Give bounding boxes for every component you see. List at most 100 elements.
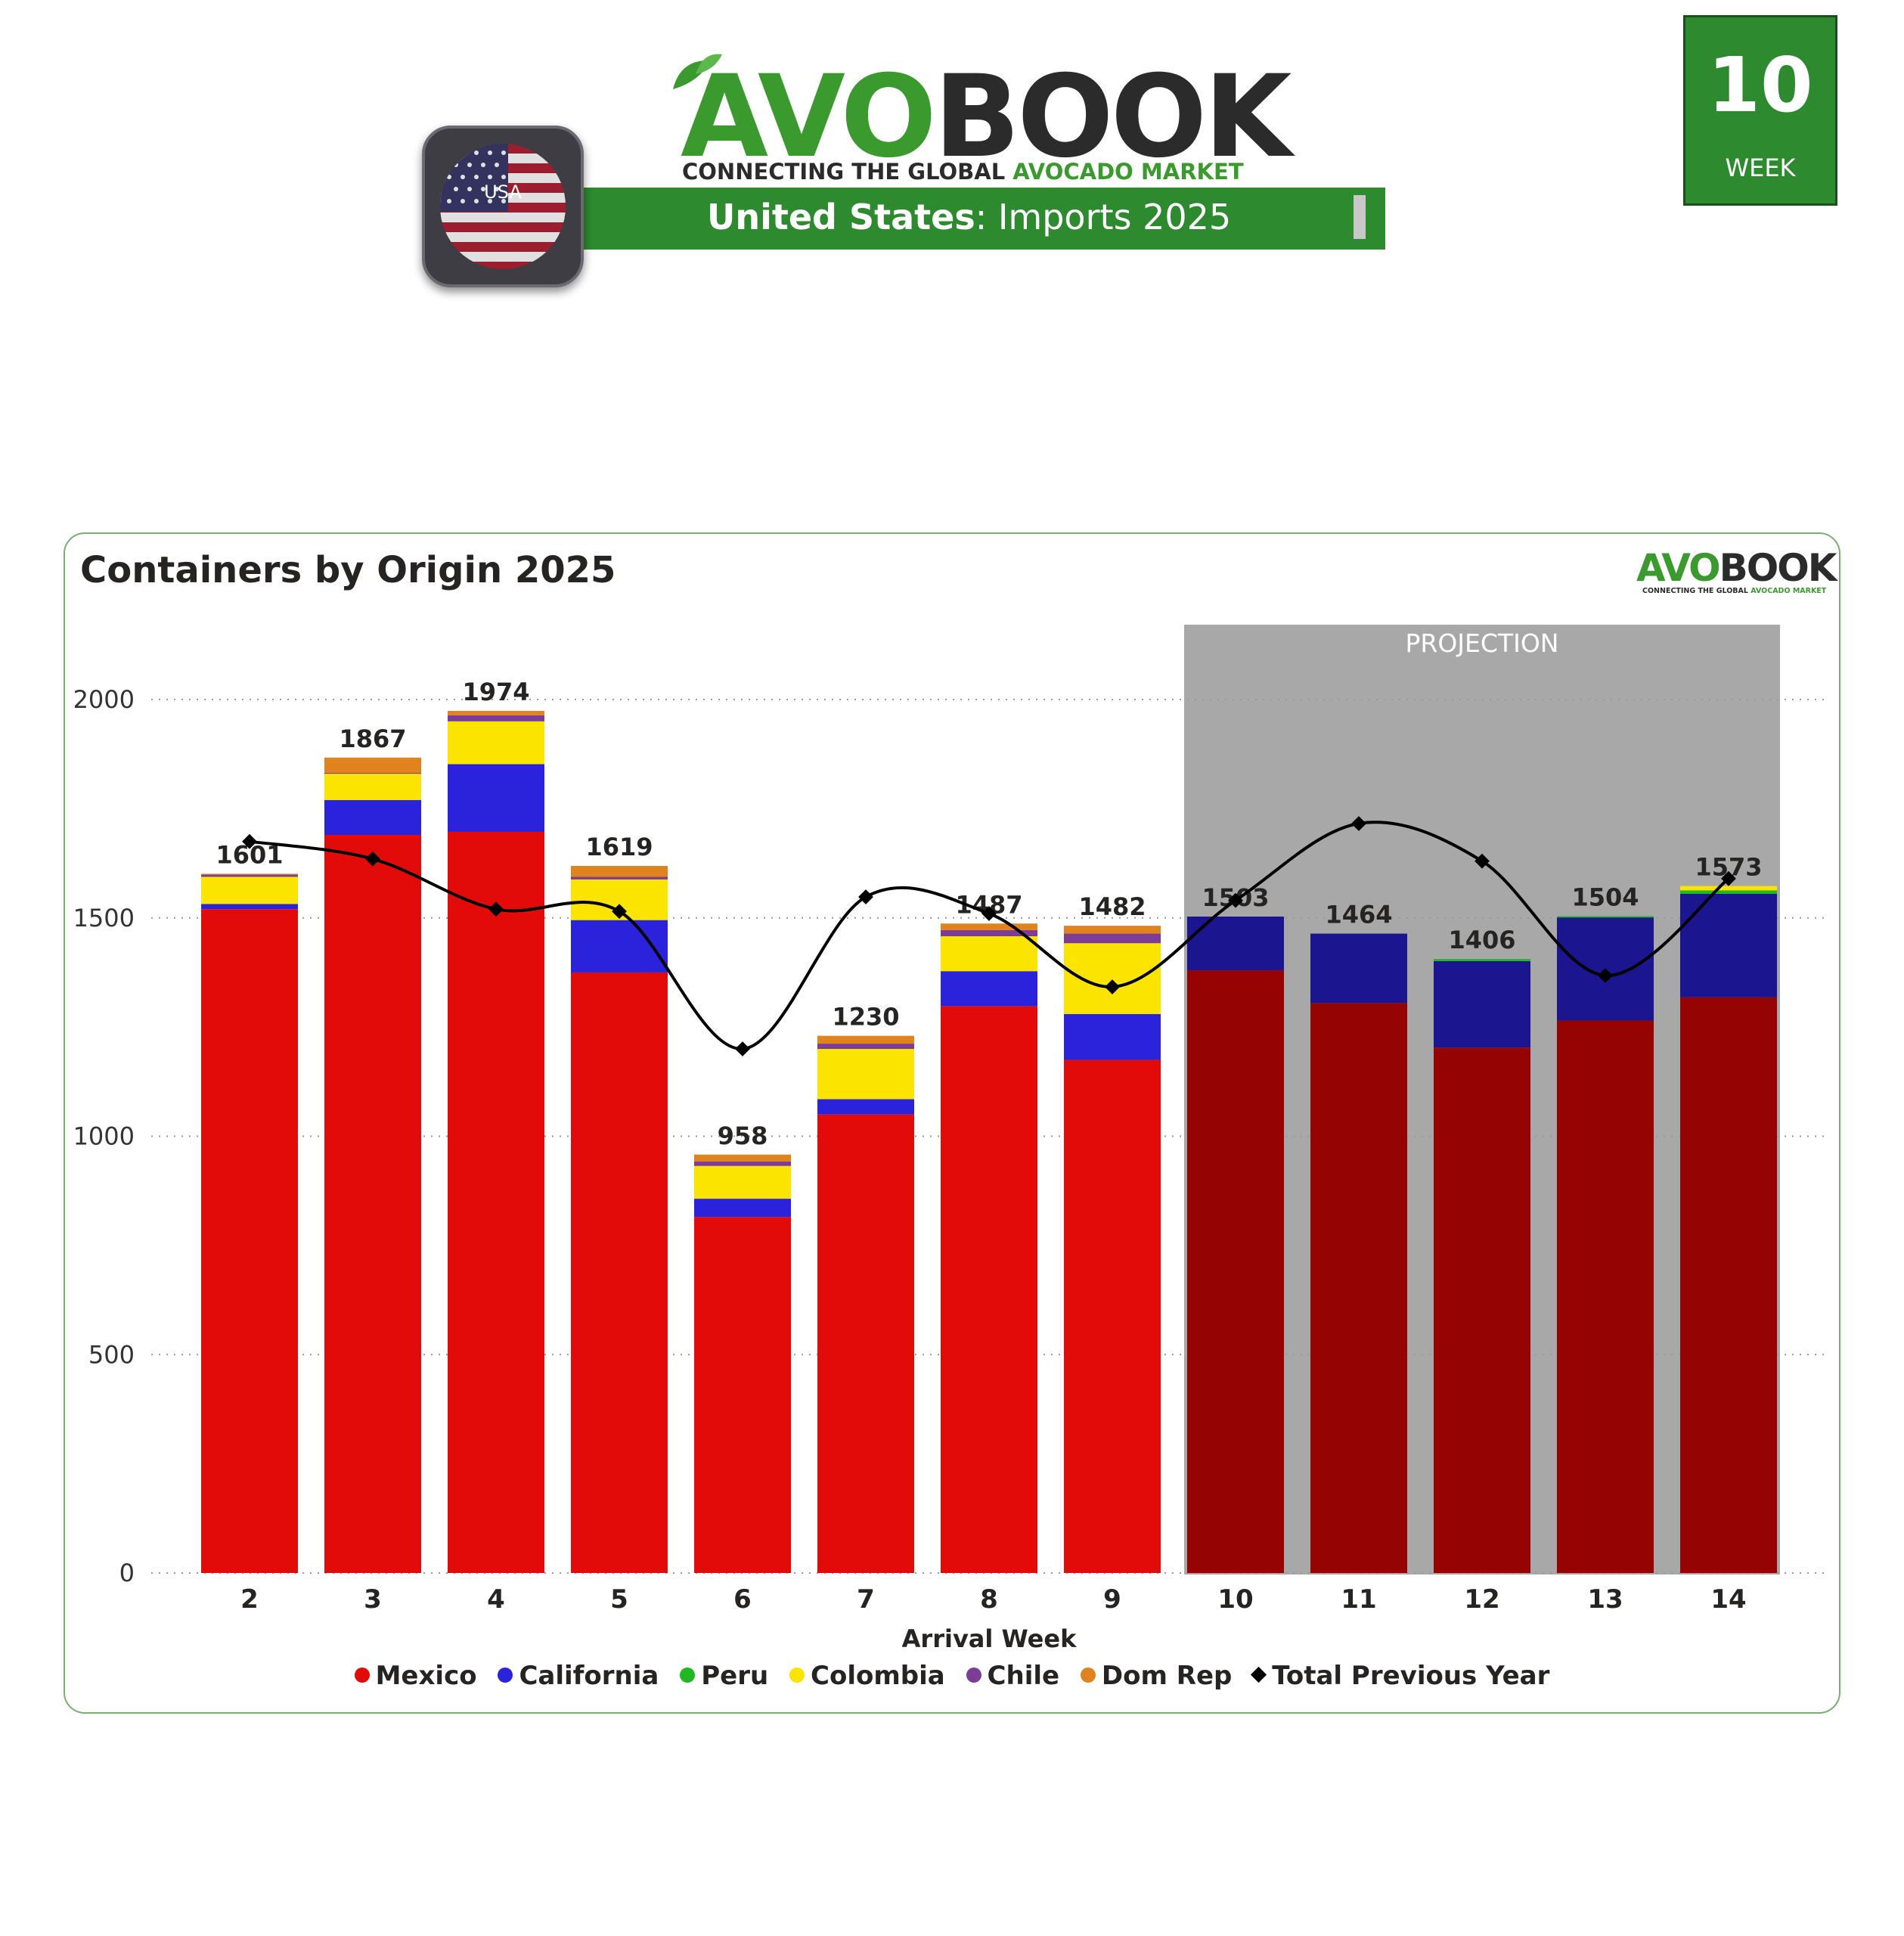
bar-chile — [1064, 933, 1161, 944]
bar-mexico — [1680, 997, 1777, 1573]
logo-avo: AVO — [681, 51, 937, 183]
bar-mexico — [201, 909, 298, 1573]
bar-chile — [817, 1044, 914, 1049]
bar-colombia — [941, 936, 1037, 972]
bar-california — [1310, 933, 1407, 1004]
x-tick-label: 12 — [1464, 1584, 1499, 1615]
legend-colombia: Colombia — [789, 1661, 945, 1691]
leaf-icon — [673, 54, 722, 89]
y-tick-label: 0 — [119, 1559, 135, 1587]
diamond-icon — [1251, 1666, 1267, 1683]
bar-california — [694, 1199, 791, 1218]
x-tick-label: 9 — [1103, 1584, 1121, 1615]
line-point — [858, 889, 873, 904]
bar-colombia — [1064, 943, 1161, 1014]
bar-mexico — [1557, 1020, 1654, 1573]
bar-mexico — [571, 972, 668, 1573]
flag-label: USA — [484, 182, 522, 203]
line-point — [365, 851, 380, 867]
line-point — [981, 906, 997, 921]
y-tick-label: 500 — [88, 1340, 135, 1369]
banner-bar — [1354, 195, 1366, 239]
total-data-label: 1867 — [339, 724, 406, 753]
legend-mexico: Mexico — [354, 1661, 477, 1691]
x-tick-label: 8 — [980, 1584, 998, 1615]
bar-domrep — [201, 873, 298, 875]
bar-california — [1434, 960, 1530, 1048]
x-tick-label: 11 — [1341, 1584, 1376, 1615]
chart-legend: Mexico California Peru Colombia Chile Do… — [0, 1661, 1904, 1691]
x-tick-label: 6 — [733, 1584, 752, 1615]
y-tick-label: 1000 — [73, 1122, 135, 1151]
bar-chile — [324, 773, 421, 774]
line-point — [1351, 816, 1366, 831]
bar-chile — [941, 929, 1037, 937]
logo-tagline-a: CONNECTING THE GLOBAL — [682, 159, 1013, 185]
line-point — [242, 833, 257, 849]
logo-tagline-b: AVOCADO MARKET — [1012, 159, 1244, 185]
bar-chile — [448, 715, 544, 721]
chart-avobook-logo: AVOBOOK CONNECTING THE GLOBAL AVOCADO MA… — [1636, 546, 1837, 602]
mini-logo-book: BOOK — [1719, 546, 1837, 590]
x-tick-label: 4 — [487, 1584, 505, 1615]
title-banner: United States: Imports 2025 — [582, 188, 1385, 250]
bar-mexico — [1064, 1060, 1161, 1573]
bar-chile — [694, 1161, 791, 1166]
total-data-label: 1230 — [832, 1003, 899, 1032]
line-point — [735, 1041, 750, 1056]
bar-california — [1680, 893, 1777, 997]
bar-mexico — [941, 1006, 1037, 1573]
x-tick-label: 10 — [1217, 1584, 1253, 1615]
usa-flag-icon — [440, 144, 566, 269]
bar-mexico — [448, 831, 544, 1573]
banner-rest: : Imports 2025 — [975, 197, 1232, 237]
x-axis-label: Arrival Week — [902, 1624, 1077, 1653]
total-data-label: 1619 — [585, 833, 653, 861]
usa-flag-badge: USA — [422, 126, 584, 287]
total-data-label: 1464 — [1325, 901, 1392, 929]
x-tick-label: 13 — [1587, 1584, 1623, 1615]
projection-label: PROJECTION — [1406, 628, 1559, 658]
week-number: 10 — [1707, 41, 1813, 129]
bar-domrep — [571, 866, 668, 877]
bar-colombia — [694, 1165, 791, 1199]
x-tick-label: 2 — [240, 1584, 259, 1615]
line-point — [1721, 870, 1736, 886]
bar-california — [1187, 917, 1284, 971]
bar-colombia — [201, 876, 298, 904]
legend-peru: Peru — [680, 1661, 768, 1691]
total-data-label: 1482 — [1078, 892, 1146, 921]
bar-mexico — [324, 835, 421, 1573]
bar-peru — [1557, 916, 1654, 918]
mini-logo-avo: AVO — [1636, 546, 1721, 590]
bar-domrep — [694, 1154, 791, 1162]
bar-peru — [1434, 959, 1530, 961]
bar-colombia — [1680, 886, 1777, 891]
bar-california — [324, 799, 421, 836]
total-data-label: 958 — [718, 1122, 768, 1150]
avobook-logo: AVOBOOK CONNECTING THE GLOBAL AVOCADO MA… — [665, 45, 1292, 189]
chart-title: Containers by Origin 2025 — [80, 549, 616, 591]
bar-california — [941, 971, 1037, 1007]
bar-california — [201, 904, 298, 910]
bar-peru — [1680, 890, 1777, 894]
total-data-label: 1974 — [462, 678, 529, 706]
bar-california — [448, 764, 544, 832]
line-point — [1598, 968, 1613, 983]
logo-book: BOOK — [933, 51, 1292, 183]
week-badge: 10 WEEK — [1683, 15, 1837, 206]
bar-domrep — [941, 923, 1037, 930]
bar-california — [1064, 1013, 1161, 1060]
total-data-label: 1406 — [1448, 926, 1515, 954]
line-point — [1228, 892, 1243, 908]
bar-mexico — [1187, 970, 1284, 1573]
x-tick-label: 5 — [610, 1584, 628, 1615]
banner-country: United States — [707, 197, 975, 237]
bar-mexico — [1310, 1003, 1407, 1573]
bar-domrep — [1064, 926, 1161, 934]
week-label: WEEK — [1725, 154, 1796, 182]
line-point — [612, 904, 627, 919]
bar-california — [817, 1099, 914, 1115]
bar-domrep — [448, 711, 544, 715]
